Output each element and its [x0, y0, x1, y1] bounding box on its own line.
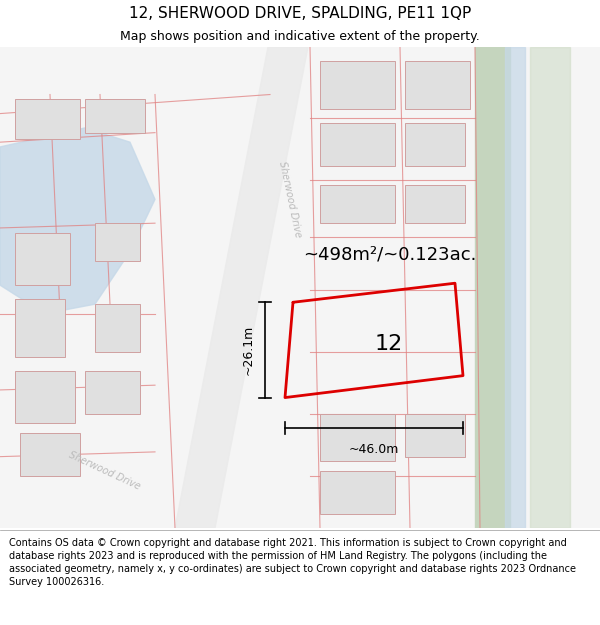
- Text: 12: 12: [375, 334, 403, 354]
- Bar: [15, 99, 80, 139]
- Bar: [85, 371, 140, 414]
- Bar: [320, 471, 395, 514]
- Text: Sherwood Drive: Sherwood Drive: [277, 160, 303, 238]
- Bar: [15, 232, 70, 285]
- Text: Contains OS data © Crown copyright and database right 2021. This information is : Contains OS data © Crown copyright and d…: [9, 538, 576, 588]
- Bar: [320, 185, 395, 223]
- Bar: [405, 123, 465, 166]
- Bar: [15, 299, 65, 357]
- Text: ~498m²/~0.123ac.: ~498m²/~0.123ac.: [304, 246, 476, 264]
- Bar: [95, 304, 140, 352]
- Text: Map shows position and indicative extent of the property.: Map shows position and indicative extent…: [120, 30, 480, 43]
- Bar: [405, 185, 465, 223]
- Bar: [85, 99, 145, 132]
- Polygon shape: [175, 47, 308, 528]
- Text: 12, SHERWOOD DRIVE, SPALDING, PE11 1QP: 12, SHERWOOD DRIVE, SPALDING, PE11 1QP: [129, 6, 471, 21]
- Bar: [15, 371, 75, 423]
- Bar: [320, 123, 395, 166]
- Polygon shape: [505, 47, 525, 528]
- Bar: [320, 414, 395, 461]
- Polygon shape: [0, 128, 155, 314]
- Bar: [405, 414, 465, 457]
- Bar: [320, 61, 395, 109]
- Bar: [20, 433, 80, 476]
- Text: ~26.1m: ~26.1m: [242, 325, 255, 375]
- Polygon shape: [530, 47, 570, 528]
- Text: Sherwood Drive: Sherwood Drive: [68, 450, 142, 492]
- Bar: [95, 223, 140, 261]
- Text: ~46.0m: ~46.0m: [349, 443, 399, 456]
- Bar: [405, 61, 470, 109]
- Polygon shape: [475, 47, 510, 528]
